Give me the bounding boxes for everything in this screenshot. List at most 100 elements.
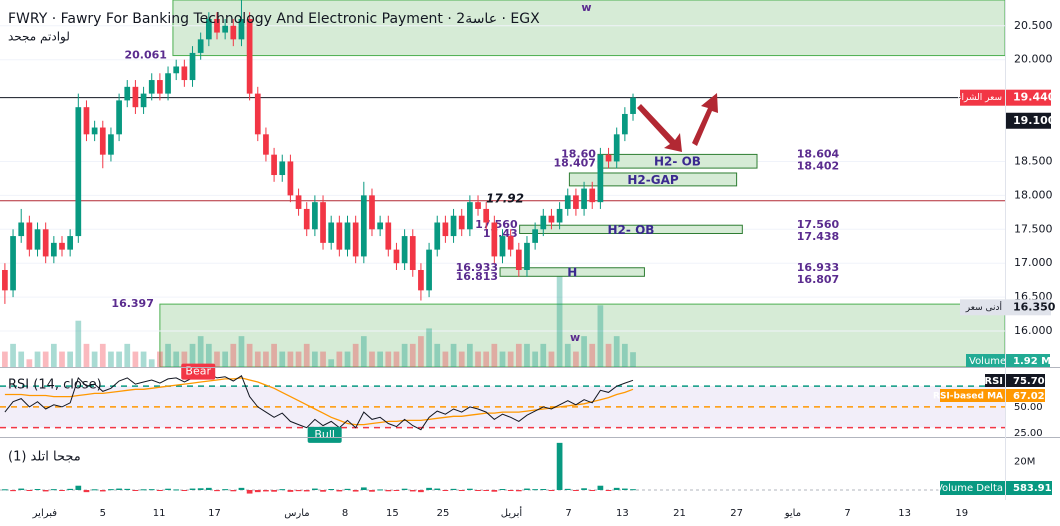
level-label: 17.92 — [486, 191, 524, 205]
price-tag — [1006, 89, 1051, 106]
volume-bar — [499, 351, 506, 367]
candle-body — [589, 188, 596, 203]
candle-body — [458, 215, 465, 230]
candle-body — [613, 134, 620, 162]
volume-bar — [230, 343, 237, 367]
candle-body — [140, 93, 147, 108]
x-tick-label: 17 — [208, 508, 221, 519]
zone-label: H — [567, 266, 577, 280]
candle-body — [573, 195, 579, 209]
zone-label: 16.397 — [111, 297, 153, 310]
x-tick-label: 21 — [673, 508, 686, 519]
price-tag-note-bg — [960, 89, 1005, 106]
x-tick-label: 7 — [844, 508, 850, 519]
delta-bar — [622, 488, 628, 490]
candle-body — [450, 215, 457, 237]
volume-bar — [157, 351, 163, 367]
delta-bar — [75, 485, 82, 490]
delta-bar — [148, 489, 155, 491]
delta-bar — [442, 490, 449, 491]
volume-bar — [515, 343, 522, 367]
rsi-band-bg — [0, 386, 1005, 428]
y-tick-label: 17.500 — [1014, 222, 1053, 235]
candle-body — [197, 39, 204, 53]
delta-bar — [181, 490, 188, 491]
candle-body — [426, 249, 432, 291]
x-tick-label: 5 — [100, 508, 106, 519]
volume-bar — [360, 336, 367, 367]
rsi-tag-name: RSI — [984, 376, 1003, 387]
signal-tag — [307, 426, 342, 443]
candle-body — [124, 86, 131, 101]
y-tick-label: 16.000 — [1014, 324, 1053, 337]
price-tag-note: أدنى سعر — [965, 301, 1002, 313]
delta-bar — [99, 490, 106, 492]
zone-right-label: 16.933 — [797, 261, 839, 274]
candle-body — [91, 127, 98, 135]
candle-body — [83, 107, 90, 135]
delta-bar — [197, 488, 204, 490]
delta-bar — [328, 489, 335, 490]
signal-label: Bear — [185, 365, 211, 378]
delta-bar — [320, 490, 326, 492]
x-tick-label: مارس — [284, 508, 309, 519]
candle-body — [42, 229, 49, 257]
candle-body — [352, 222, 359, 257]
delta-bar — [605, 490, 612, 491]
y-tick-label: 17.000 — [1014, 256, 1053, 269]
candle-body — [597, 154, 604, 203]
candle-body — [393, 249, 400, 264]
volume-bar — [140, 351, 147, 367]
delta-bar — [238, 487, 245, 490]
candle-body — [540, 215, 547, 230]
volume-bar — [597, 305, 604, 367]
delta-bar — [140, 489, 147, 491]
candle-body — [434, 222, 441, 250]
delta-bar — [352, 490, 359, 492]
volume-bar — [99, 343, 106, 367]
volume-bar — [475, 351, 481, 367]
y-tick-label: 20.500 — [1014, 19, 1053, 32]
candle-body — [246, 18, 253, 94]
volume-bar — [352, 343, 359, 367]
rsi-ma-line — [4, 377, 634, 426]
candle-body — [222, 25, 229, 33]
candle-body — [295, 195, 302, 209]
arrow — [637, 104, 682, 152]
x-tick-label: 19 — [955, 508, 968, 519]
volume-bar — [222, 351, 229, 367]
delta-bar — [10, 490, 16, 492]
delta-bar — [458, 490, 465, 491]
delta-bar — [2, 489, 8, 491]
y-tick-label: 18.000 — [1014, 188, 1053, 201]
x-tick-label: 8 — [342, 508, 348, 519]
volume-bar — [540, 343, 547, 367]
delta-bar — [360, 487, 367, 490]
zone — [568, 172, 738, 187]
volume-bar — [556, 274, 563, 367]
delta-bar — [132, 490, 139, 491]
delta-tick-label: 20M — [1014, 456, 1035, 467]
candle-body — [556, 208, 563, 223]
candle-body — [385, 222, 392, 250]
candle-body — [418, 269, 424, 291]
delta-bar — [475, 490, 481, 491]
volume-bar — [34, 351, 41, 367]
delta-bar — [491, 490, 498, 492]
rsi-ma-tag — [940, 389, 1045, 402]
volume-bar — [426, 328, 432, 367]
delta-bar — [295, 490, 302, 492]
delta-bar — [246, 490, 253, 494]
volume-bar — [483, 351, 490, 367]
candle-body — [271, 154, 277, 176]
delta-bar — [124, 488, 131, 490]
delta-tag — [940, 481, 1052, 495]
volume-bar — [83, 343, 90, 367]
volume-bar — [409, 343, 416, 367]
zone-label: H2- OB — [608, 223, 655, 237]
candle-body — [483, 208, 490, 223]
delta-bar — [303, 490, 310, 492]
candle-body — [254, 93, 261, 135]
volume-bar — [26, 359, 33, 367]
